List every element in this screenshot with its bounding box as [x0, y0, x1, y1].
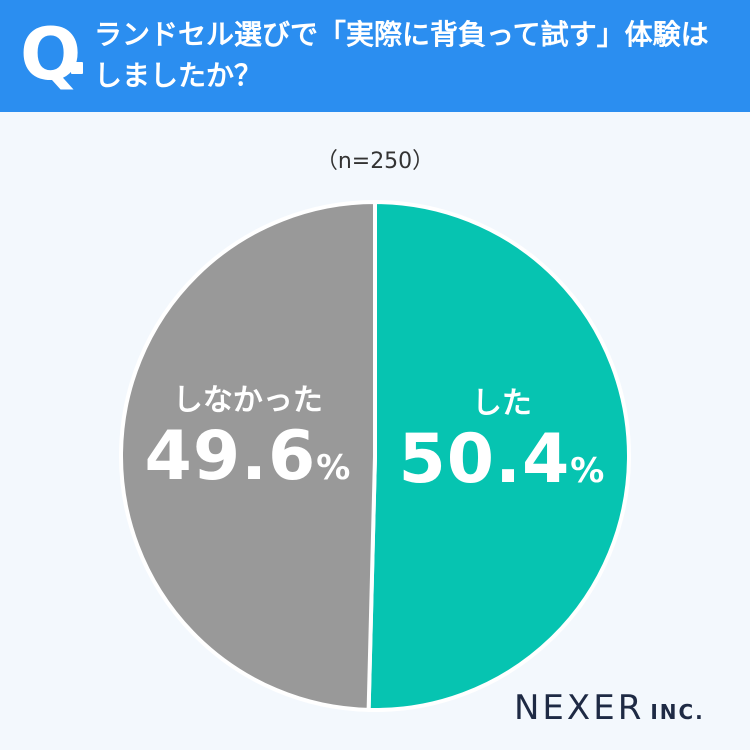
q-dot [71, 62, 83, 74]
slice-value-shita: 50.4% [398, 422, 605, 509]
nexer-logo: NEXER INC. [514, 688, 705, 728]
sample-size-label: （n=250） [315, 149, 435, 174]
slice-name-shinakatta: しなかった [172, 382, 323, 418]
question-text: ランドセル選びで「実際に背負って試す」体験は しましたか？ [94, 18, 709, 92]
percent-unit-shita: % [570, 451, 606, 492]
slice-name-shita: した [471, 386, 532, 422]
q-mark: Q [20, 12, 81, 96]
slice-value-number-shinakatta: 49.6 [144, 416, 317, 496]
pie-slice-shita [366, 200, 631, 712]
slice-value-shinakatta: 49.6% [144, 416, 352, 506]
slice-label-shinakatta: しなかった 49.6% [145, 383, 352, 506]
slice-label-shita: した 50.4% [398, 386, 605, 509]
slice-value-number-shita: 50.4 [398, 420, 571, 500]
pie-slice-shinakatta [119, 200, 377, 712]
percent-unit-shinakatta: % [316, 447, 352, 488]
logo-suffix: INC. [650, 700, 705, 724]
question-header: Q ランドセル選びで「実際に背負って試す」体験は しましたか？ [0, 0, 750, 112]
logo-main: NEXER [514, 688, 645, 728]
